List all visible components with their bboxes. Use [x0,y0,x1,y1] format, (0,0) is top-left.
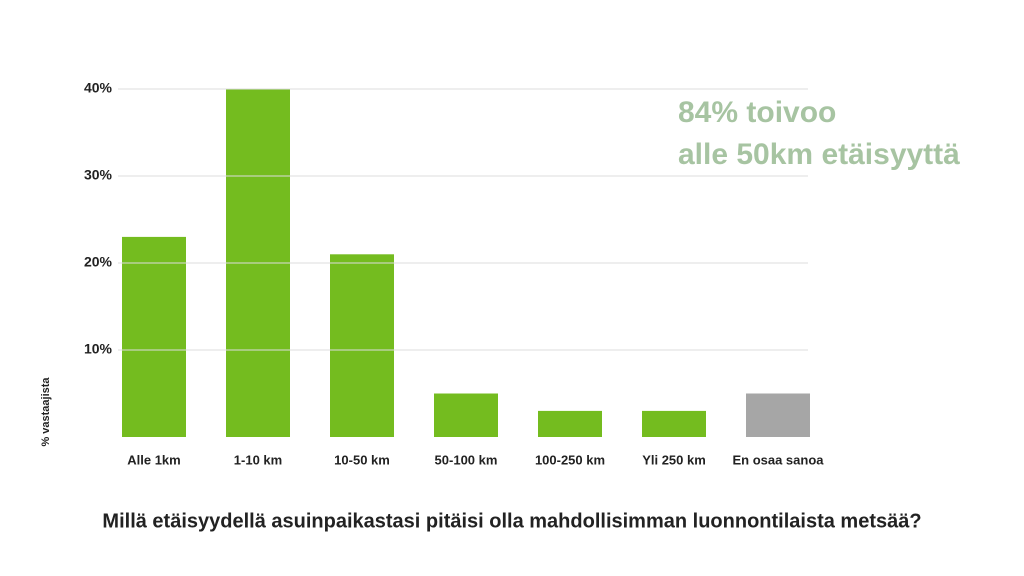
bar [642,410,706,437]
chart-title: Millä etäisyydellä asuinpaikastasi pitäi… [102,510,921,532]
y-tick-label: 20% [84,254,113,270]
annotation: 84% toivoo [678,96,836,129]
x-tick-label: 1-10 km [234,452,282,467]
annotation: alle 50km etäisyyttä [678,138,960,171]
x-tick-label: Alle 1km [127,452,180,467]
y-tick-label: 10% [84,341,113,357]
x-tick-label: 10-50 km [334,452,390,467]
y-tick-label: 40% [84,80,113,96]
x-tick-label: Yli 250 km [642,452,706,467]
bar [434,393,498,437]
x-tick-label: 100-250 km [535,452,605,467]
y-axis-label: % vastaajista [40,377,52,447]
bar [538,410,602,437]
x-tick-label: En osaa sanoa [732,452,824,467]
x-tick-label: 50-100 km [435,452,498,467]
y-tick-label: 30% [84,167,113,183]
bar [330,254,394,437]
bar [746,393,810,437]
bar [122,236,186,437]
